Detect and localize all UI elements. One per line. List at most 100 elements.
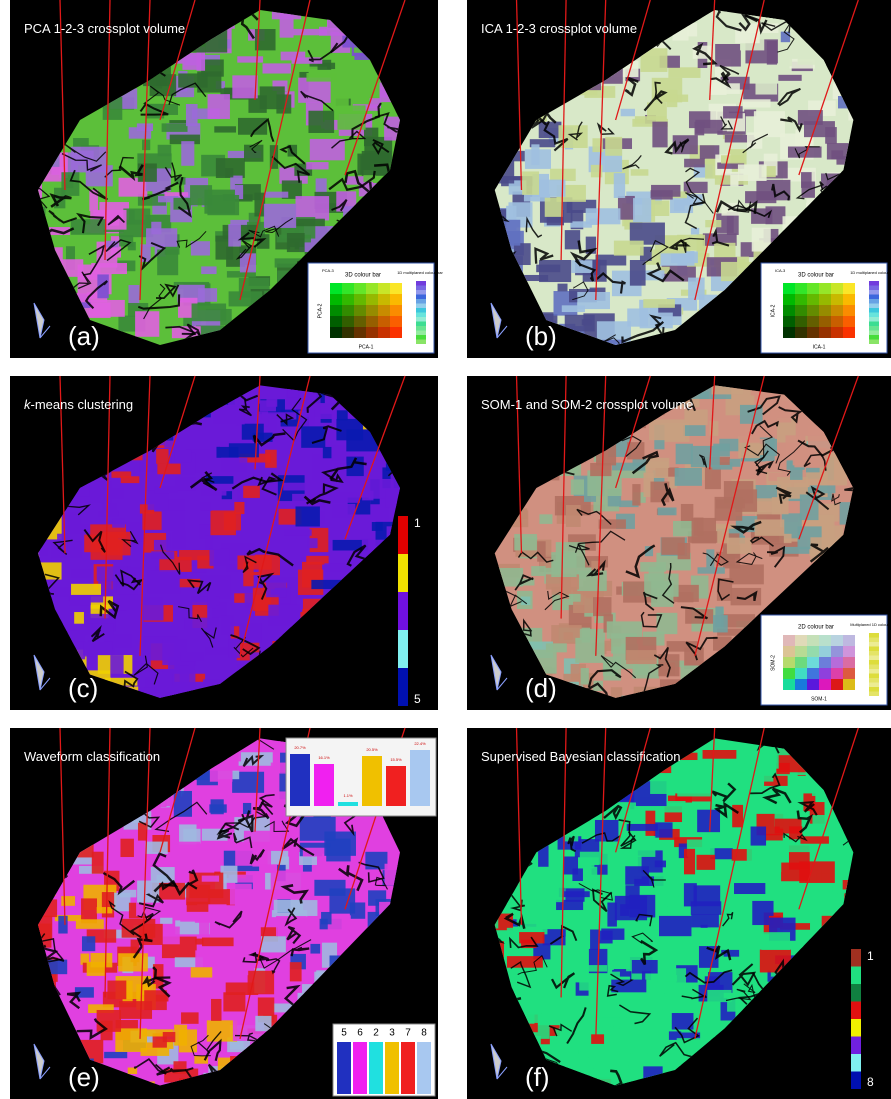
panel-title-text: Supervised Bayesian classification <box>481 749 680 764</box>
panel: SOM-1 and SOM-2 crossplot volume(d)2D co… <box>467 371 891 736</box>
multiplane-swatch <box>416 295 426 300</box>
multiplane-swatch <box>416 308 426 313</box>
colour-bar-cell <box>843 327 855 338</box>
multiplane-swatch <box>869 647 879 652</box>
legend-swatch <box>851 1019 861 1037</box>
terrain-patch <box>751 826 766 845</box>
terrain-patch <box>621 109 635 116</box>
colour-bar-y-axis: PCA-2 <box>317 303 323 318</box>
terrain-patch <box>767 41 777 65</box>
terrain-patch <box>243 803 251 814</box>
terrain-patch <box>684 849 695 874</box>
terrain-patch <box>244 831 278 848</box>
terrain-patch <box>221 615 234 635</box>
colour-bar-cell <box>795 646 807 657</box>
terrain-patch <box>175 450 192 462</box>
legend-swatch <box>398 554 408 592</box>
terrain-patch <box>75 356 90 373</box>
panel-label: (b) <box>525 321 557 351</box>
colour-bar-cell <box>783 668 795 679</box>
terrain-patch <box>323 447 332 458</box>
multiplane-swatch <box>869 683 879 688</box>
colour-bar-cell <box>819 679 831 690</box>
terrain-patch <box>211 799 224 814</box>
colour-bar-cell <box>819 316 831 327</box>
terrain-patch <box>221 458 247 472</box>
figure: PCA 1-2-3 crossplot volume(a)3D colour b… <box>0 0 891 1099</box>
terrain-patch <box>301 426 325 447</box>
colour-bar-cell <box>342 327 354 338</box>
colour-bar-cell <box>807 668 819 679</box>
terrain-patch <box>151 222 161 235</box>
colour-bar-cell <box>783 657 795 668</box>
terrain-patch <box>676 444 693 464</box>
panel-title-text: PCA 1-2-3 crossplot volume <box>24 21 185 36</box>
terrain-patch <box>688 278 705 300</box>
legend-bottom-label: 8 <box>867 1075 874 1089</box>
histogram-bar-label: 22.4% <box>414 741 426 746</box>
multiplane-swatch <box>869 340 879 345</box>
colour-bar-cell <box>330 294 342 305</box>
terrain-patch <box>435 578 456 587</box>
colour-bar-cell <box>795 679 807 690</box>
class-number: 2 <box>373 1028 379 1039</box>
crack <box>828 708 853 720</box>
terrain-patch <box>738 164 767 181</box>
terrain-patch <box>632 836 655 857</box>
terrain-patch <box>209 549 229 566</box>
terrain-patch <box>810 890 826 909</box>
multiplane-swatch <box>416 340 426 345</box>
colour-bar-cell <box>366 283 378 294</box>
legend-swatch <box>398 516 408 554</box>
colour-bar-cell <box>843 305 855 316</box>
multiplane-swatch <box>869 642 879 647</box>
colour-bar-cell <box>807 657 819 668</box>
colour-bar-cell <box>330 327 342 338</box>
terrain-patch <box>277 791 286 813</box>
colour-bar-cell <box>354 294 366 305</box>
terrain-patch <box>631 169 649 175</box>
terrain-patch <box>565 230 580 249</box>
terrain-patch <box>295 196 329 220</box>
histogram-bar-label: 15.5% <box>390 757 402 762</box>
colour-bar-cell <box>843 316 855 327</box>
multiplane-swatch <box>869 322 879 327</box>
terrain-patch <box>61 896 75 906</box>
multiplane-swatch <box>869 692 879 697</box>
terrain-patch <box>156 449 168 464</box>
terrain-patch <box>761 932 790 950</box>
terrain-patch <box>522 171 539 194</box>
colour-bar-cell <box>330 283 342 294</box>
colour-bar-cell <box>831 305 843 316</box>
histogram-bar-label: 1.1% <box>343 793 353 798</box>
multiplane-swatch <box>869 308 879 313</box>
legend-swatch <box>851 1072 861 1090</box>
terrain-patch <box>674 200 685 211</box>
terrain-patch <box>507 956 543 968</box>
colour-bar-cell <box>366 294 378 305</box>
terrain-patch <box>678 1004 701 1014</box>
terrain-patch <box>545 911 560 922</box>
terrain-patch <box>179 1029 197 1052</box>
legend-top-label: 1 <box>867 949 874 963</box>
class-swatch <box>369 1042 383 1094</box>
terrain-patch <box>27 709 60 720</box>
terrain-patch <box>575 638 604 663</box>
terrain-patch <box>661 537 684 554</box>
terrain-patch <box>155 674 173 686</box>
terrain-patch <box>120 594 140 610</box>
colour-bar-side-title: 1D multiplaned colour bar <box>850 270 891 275</box>
terrain-patch <box>324 832 356 856</box>
panel-title: Waveform classification <box>24 749 160 764</box>
terrain-patch <box>228 639 240 658</box>
colour-bar-cell <box>783 327 795 338</box>
terrain-patch <box>627 824 658 831</box>
terrain-patch <box>555 1028 578 1053</box>
terrain-patch <box>645 811 655 836</box>
panel-label: (a) <box>68 321 100 351</box>
terrain-patch <box>438 953 461 965</box>
terrain-patch <box>180 666 189 692</box>
terrain-patch <box>571 260 592 273</box>
colour-bar-cell <box>378 316 390 327</box>
terrain-patch <box>306 556 328 565</box>
